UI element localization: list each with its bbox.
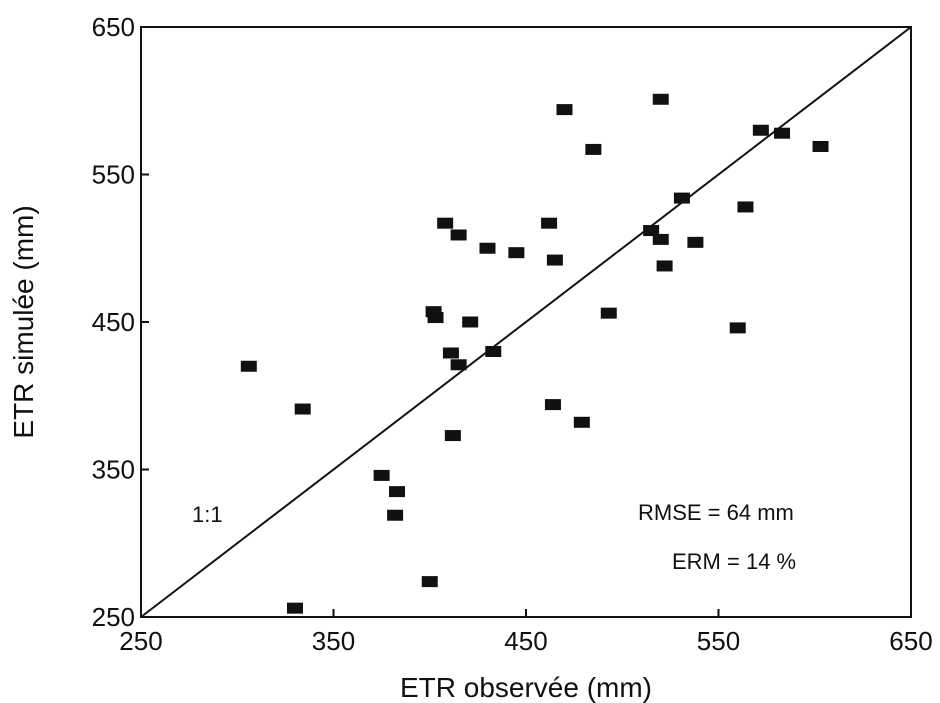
data-point xyxy=(425,306,442,318)
data-point xyxy=(673,192,690,204)
data-point xyxy=(774,127,791,139)
data-point xyxy=(287,602,303,614)
data-point xyxy=(462,316,479,328)
y-axis-title: ETR simulée (mm) xyxy=(8,205,39,438)
axis-ticks: 250 350 450 550 650 250 350 450 550 650 xyxy=(92,12,933,656)
data-point xyxy=(485,346,502,357)
y-tick-label: 650 xyxy=(92,12,135,42)
data-point xyxy=(546,254,563,266)
data-point xyxy=(427,312,444,324)
x-tick-label: 350 xyxy=(312,626,355,656)
x-tick-label: 550 xyxy=(697,626,740,656)
data-point xyxy=(541,217,558,229)
data-point xyxy=(450,359,467,371)
x-axis-title: ETR observée (mm) xyxy=(400,672,652,703)
data-point xyxy=(729,322,746,334)
data-point xyxy=(508,247,525,259)
rmse-annotation: RMSE = 64 mm xyxy=(638,500,794,525)
data-point xyxy=(437,217,454,229)
data-point xyxy=(656,260,673,272)
erm-annotation: ERM = 14 % xyxy=(672,549,796,574)
data-point xyxy=(737,201,754,213)
y-tick-label: 550 xyxy=(92,160,135,190)
x-tick-label: 250 xyxy=(119,626,162,656)
reference-line-1-1 xyxy=(140,26,912,618)
x-tick-label: 450 xyxy=(504,626,547,656)
data-point xyxy=(643,225,660,237)
data-point xyxy=(479,242,496,254)
data-point xyxy=(687,236,704,248)
data-point xyxy=(240,360,257,372)
data-point xyxy=(387,509,404,521)
y-tick-label: 350 xyxy=(92,455,135,485)
data-point xyxy=(752,124,769,136)
x-tick-label: 650 xyxy=(889,626,932,656)
data-point xyxy=(652,93,669,105)
data-point xyxy=(600,307,617,319)
data-point xyxy=(389,486,406,498)
data-point xyxy=(812,140,829,152)
data-point xyxy=(450,229,467,241)
y-tick-label: 450 xyxy=(92,307,135,337)
data-point xyxy=(442,347,459,359)
data-point xyxy=(573,416,590,428)
data-point xyxy=(294,403,311,415)
data-point xyxy=(556,104,573,116)
data-point xyxy=(544,399,561,411)
data-point xyxy=(585,143,602,155)
data-point xyxy=(652,233,669,245)
data-points xyxy=(240,93,829,614)
data-point xyxy=(373,469,390,481)
y-tick-label: 250 xyxy=(92,602,135,632)
reference-line-label: 1:1 xyxy=(192,502,223,527)
data-point xyxy=(444,430,461,442)
data-point xyxy=(421,576,438,588)
